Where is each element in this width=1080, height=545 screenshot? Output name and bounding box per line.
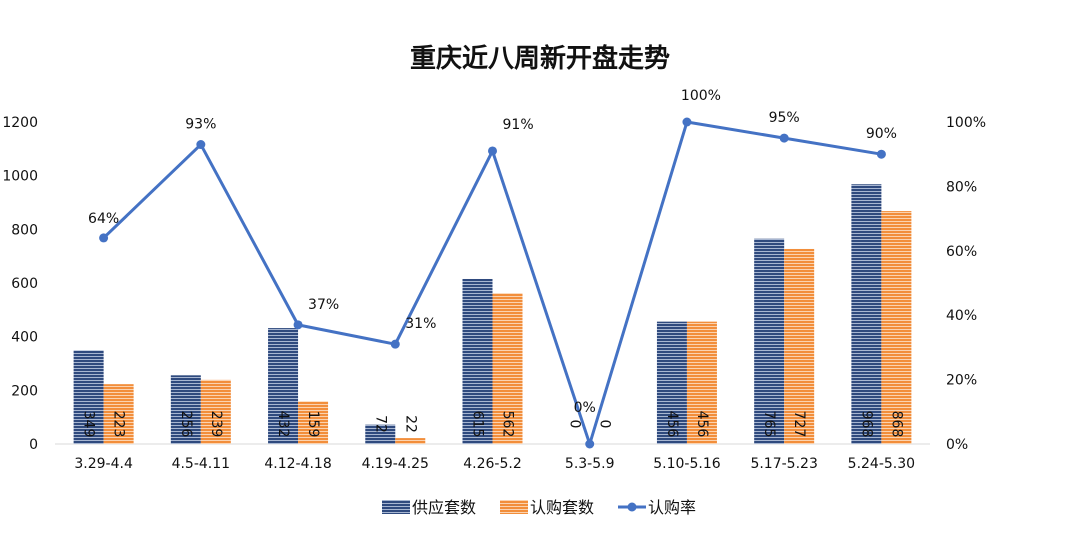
bar-value-label: 868 [888, 411, 904, 438]
line-point-label: 93% [185, 117, 216, 133]
y2-axis-tick-label: 40% [946, 308, 977, 324]
line-point-label: 37% [308, 297, 339, 313]
bar-subscribed [492, 293, 523, 444]
bar-subscribed [881, 211, 912, 444]
bar-value-label: 765 [761, 411, 777, 438]
bar-value-label: 0 [597, 420, 613, 429]
bar-supply [365, 424, 396, 444]
bar-supply [656, 321, 687, 444]
bar-value-label: 22 [402, 415, 418, 433]
line-point [876, 149, 886, 159]
bar-value-label: 727 [791, 411, 807, 438]
bar-value-label: 0 [567, 420, 583, 429]
bar-value-label: 432 [275, 411, 291, 438]
line-point-label: 90% [866, 126, 897, 142]
bar-subscribed [200, 379, 231, 444]
legend-item-label: 认购套数 [530, 498, 594, 517]
y-axis-tick-label: 400 [11, 330, 38, 346]
y2-axis-tick-label: 60% [946, 244, 977, 260]
y2-axis-tick-label: 0% [946, 437, 968, 453]
line-point [682, 117, 692, 127]
line-point-label: 100% [681, 88, 721, 104]
x-axis-tick-label: 5.17-5.23 [750, 456, 817, 472]
legend-item-label: 认购率 [648, 498, 696, 517]
bar-value-label: 223 [111, 411, 127, 438]
y2-axis-tick-label: 80% [946, 179, 977, 195]
y-axis-tick-label: 0 [29, 437, 38, 453]
line-point-label: 0% [574, 400, 596, 416]
y-axis-tick-label: 600 [11, 276, 38, 292]
line-point-label: 95% [769, 110, 800, 126]
x-axis-tick-label: 4.19-4.25 [362, 456, 429, 472]
x-axis-tick-label: 5.3-5.9 [565, 456, 615, 472]
bar-subscribed [298, 401, 329, 444]
line-point-label: 64% [88, 211, 119, 227]
bar-subscribed [784, 248, 815, 444]
line-point [293, 320, 303, 330]
x-axis-tick-label: 4.26-5.2 [463, 456, 522, 472]
bar-value-label: 456 [694, 411, 710, 438]
bar-value-label: 456 [664, 411, 680, 438]
line-point-label: 91% [503, 117, 534, 133]
y2-axis-tick-label: 20% [946, 373, 977, 389]
x-axis-tick-label: 3.29-4.4 [74, 456, 133, 472]
bar-value-label: 239 [208, 411, 224, 438]
line-point [99, 233, 109, 243]
line-point [390, 339, 400, 349]
bar-supply [851, 184, 882, 444]
bar-value-label: 256 [178, 411, 194, 438]
y-axis-tick-label: 1200 [2, 115, 38, 131]
bar-value-label: 72 [372, 415, 388, 433]
legend-swatch [382, 500, 410, 514]
bar-supply [462, 278, 493, 444]
bar-supply [73, 350, 104, 444]
x-axis-tick-label: 5.10-5.16 [653, 456, 720, 472]
x-axis-tick-label: 4.12-4.18 [264, 456, 331, 472]
bar-supply [754, 238, 785, 444]
bar-subscribed [103, 384, 134, 444]
line-point-label: 31% [405, 316, 436, 332]
bar-value-label: 615 [470, 411, 486, 438]
line-point [196, 140, 206, 150]
bar-supply [170, 375, 201, 444]
legend-swatch [500, 500, 528, 514]
bar-value-label: 159 [305, 411, 321, 438]
chart-title: 重庆近八周新开盘走势 [410, 43, 670, 74]
y-axis-tick-label: 200 [11, 383, 38, 399]
bar-value-label: 968 [858, 411, 874, 438]
y-axis-tick-label: 1000 [2, 169, 38, 185]
line-point [779, 133, 789, 143]
line-point [585, 439, 595, 449]
x-axis-tick-label: 4.5-4.11 [172, 456, 231, 472]
legend-item-label: 供应套数 [412, 498, 476, 517]
y2-axis-tick-label: 100% [946, 115, 986, 131]
bar-subscribed [395, 438, 426, 444]
line-point [488, 146, 497, 156]
bar-subscribed [686, 321, 717, 444]
bar-value-label: 349 [81, 411, 97, 438]
bar-supply [268, 328, 299, 444]
x-axis-tick-label: 5.24-5.30 [848, 456, 915, 472]
legend-swatch-marker [627, 502, 637, 512]
y-axis-tick-label: 800 [11, 222, 38, 238]
bar-value-label: 562 [500, 411, 516, 438]
